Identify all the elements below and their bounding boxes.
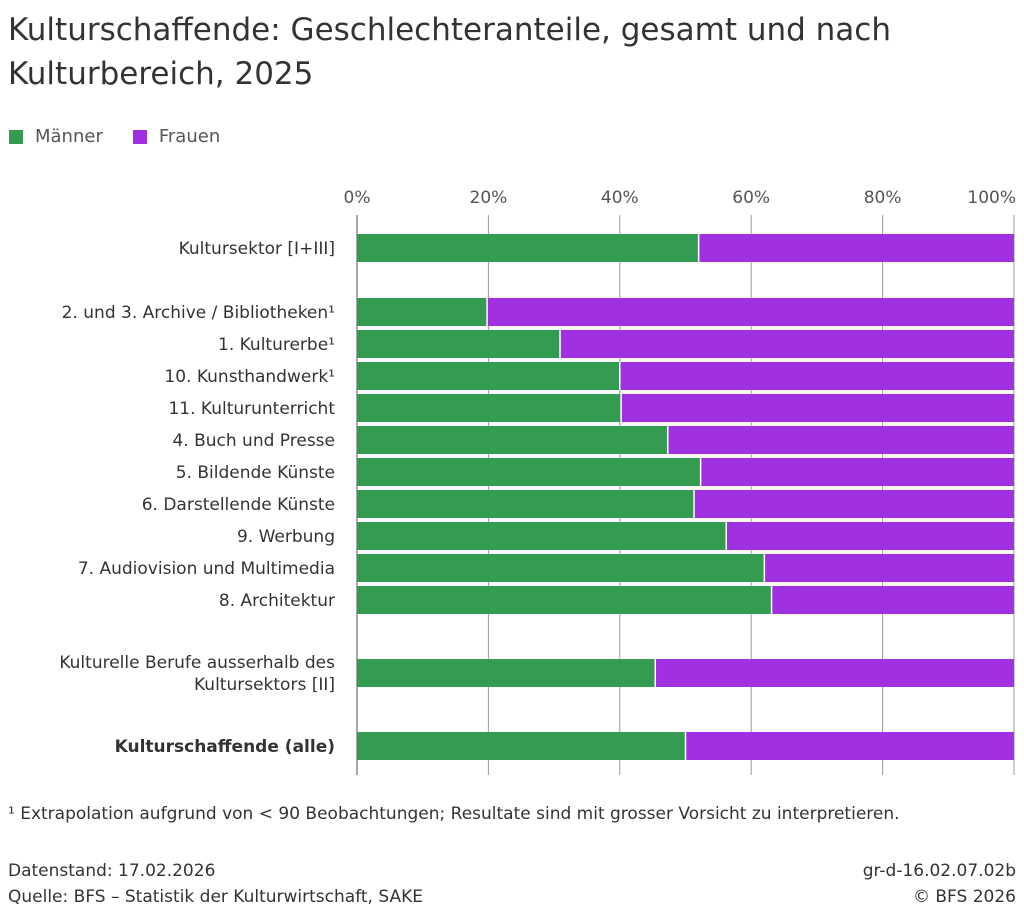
data-date: Datenstand: 17.02.2026 (8, 861, 216, 881)
bar-frauen-5-bildende-k-nste (700, 458, 1014, 486)
legend-item-frauen[interactable]: Frauen (132, 126, 221, 147)
x-tick-label-40: 40% (601, 188, 639, 208)
footer-left: Datenstand: 17.02.2026 Quelle: BFS – Sta… (8, 858, 423, 910)
bar-frauen-10-kunsthandwerk (619, 362, 1014, 390)
x-tick-label-100: 100% (967, 188, 1016, 208)
category-label-kultursektor-i-iii: Kultursektor [I+III] (179, 239, 335, 259)
category-label-2-und-3-archive-bibliotheken: 2. und 3. Archive / Bibliotheken¹ (62, 303, 335, 323)
bar-m-nner-kulturelle-berufe-ausserhalb-des-kultursektors-ii (357, 659, 656, 687)
category-label-1-kulturerbe: 1. Kulturerbe¹ (218, 335, 335, 355)
category-label-5-bildende-k-nste: 5. Bildende Künste (176, 463, 335, 483)
legend-swatch-maenner (9, 129, 23, 144)
graphic-code: gr-d-16.02.07.02b (862, 861, 1016, 881)
bar-m-nner-kulturschaffende-alle (357, 732, 686, 760)
category-label-6-darstellende-k-nste: 6. Darstellende Künste (142, 495, 335, 515)
bar-frauen-4-buch-und-presse (667, 426, 1014, 454)
bar-frauen-6-darstellende-k-nste (694, 490, 1014, 518)
category-label-4-buch-und-presse: 4. Buch und Presse (172, 431, 335, 451)
bar-m-nner-8-architektur (357, 586, 772, 614)
bar-m-nner-4-buch-und-presse (357, 426, 668, 454)
bar-frauen-9-werbung (726, 522, 1014, 550)
legend-label-frauen: Frauen (158, 126, 221, 147)
bar-frauen-2-und-3-archive-bibliotheken (487, 298, 1014, 326)
bar-m-nner-2-und-3-archive-bibliotheken (357, 298, 488, 326)
bar-frauen-kulturelle-berufe-ausserhalb-des-kultursektors-ii (655, 659, 1014, 687)
bar-frauen-11-kulturunterricht (621, 394, 1014, 422)
bar-m-nner-10-kunsthandwerk (357, 362, 620, 390)
copyright: © BFS 2026 (912, 887, 1016, 907)
stacked-bar-chart: 0% 20% 40% 60% 80% 100% Kultursektor [I+III] 2.… (59, 188, 1016, 775)
source: Quelle: BFS – Statistik der Kulturwirtsc… (8, 887, 423, 907)
category-label-10-kunsthandwerk: 10. Kunsthandwerk¹ (164, 367, 335, 387)
footer-right: gr-d-16.02.07.02b © BFS 2026 (863, 858, 1016, 910)
category-label-8-architektur: 8. Architektur (219, 591, 335, 611)
bar-m-nner-5-bildende-k-nste (357, 458, 701, 486)
category-label-kulturschaffende-alle: Kulturschaffende (alle) (115, 737, 335, 757)
bar-frauen-8-architektur (771, 586, 1014, 614)
legend-label-maenner: Männer (35, 126, 103, 147)
bar-m-nner-6-darstellende-k-nste (357, 490, 695, 518)
chart-title: Kulturschaffende: Geschlechteranteile, g… (8, 12, 891, 92)
bar-frauen-kultursektor-i-iii (698, 234, 1014, 262)
x-tick-label-0: 0% (344, 188, 371, 208)
category-label-kulturelle-berufe-ausserhalb-des-kultursektors-ii: Kulturelle Berufe ausserhalb des Kulturse… (59, 653, 335, 695)
footnote: ¹ Extrapolation aufgrund von < 90 Beobac… (8, 804, 900, 824)
category-label-11-kulturunterricht: 11. Kulturunterricht (168, 399, 335, 419)
category-label-7-audiovision-und-multimedia: 7. Audiovision und Multimedia (78, 559, 335, 579)
bar-frauen-kulturschaffende-alle (685, 732, 1014, 760)
bar-m-nner-9-werbung (357, 522, 727, 550)
category-label-9-werbung: 9. Werbung (237, 527, 335, 547)
bar-frauen-1-kulturerbe (560, 330, 1014, 358)
legend-item-maenner[interactable]: Männer (9, 126, 103, 147)
x-tick-label-80: 80% (864, 188, 902, 208)
bar-frauen-7-audiovision-und-multimedia (764, 554, 1014, 582)
bar-m-nner-11-kulturunterricht (357, 394, 622, 422)
x-tick-label-60: 60% (732, 188, 770, 208)
legend-swatch-frauen (132, 129, 147, 144)
legend: Männer Frauen (9, 126, 250, 147)
bar-m-nner-1-kulturerbe (357, 330, 561, 358)
bar-m-nner-7-audiovision-und-multimedia (357, 554, 765, 582)
x-tick-label-20: 20% (470, 188, 508, 208)
bar-m-nner-kultursektor-i-iii (357, 234, 699, 262)
